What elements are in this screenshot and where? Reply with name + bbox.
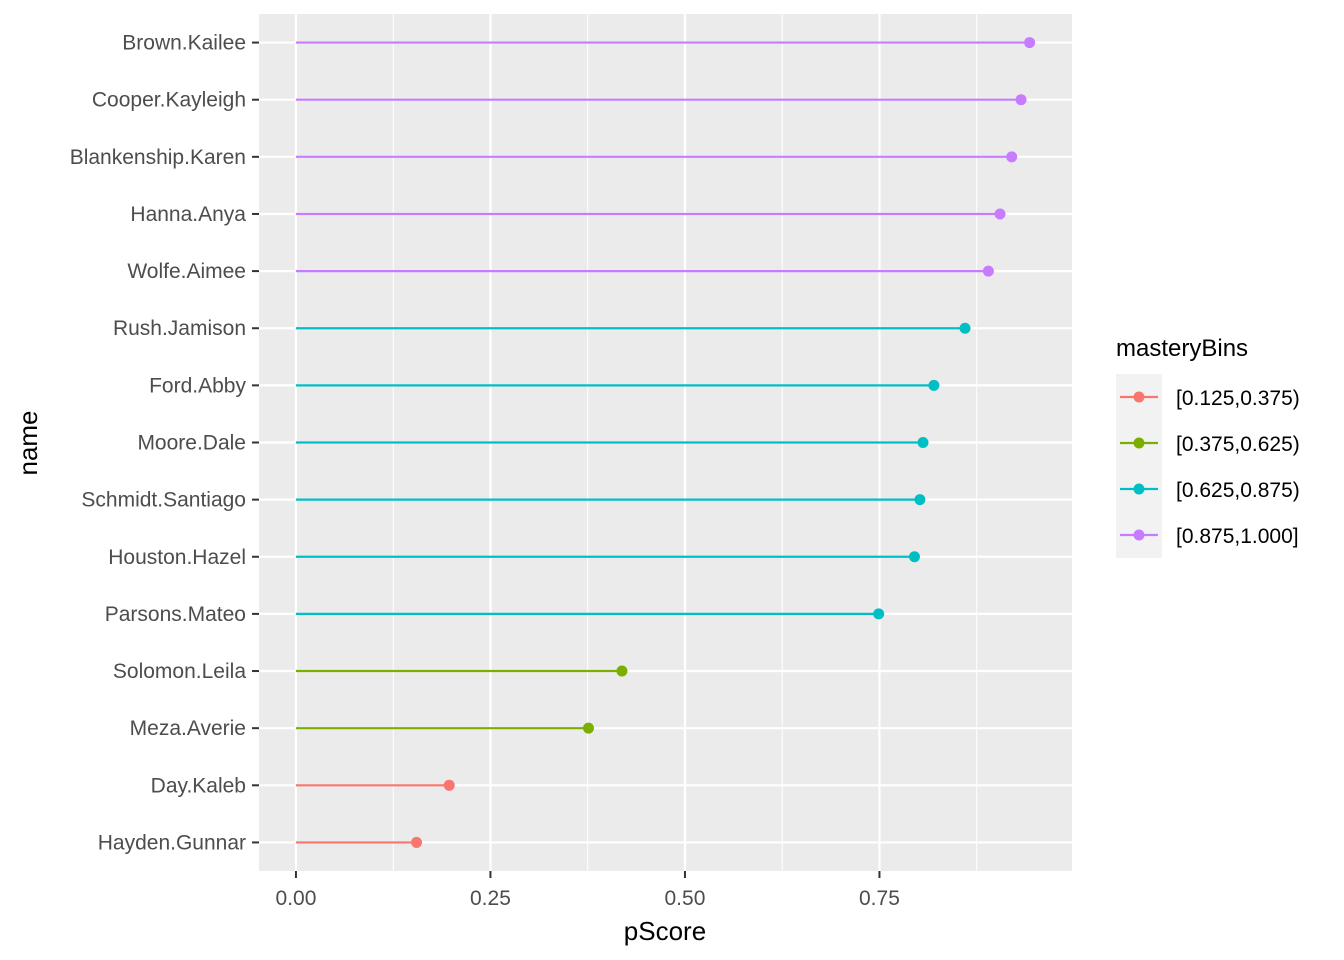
y-tick-label: Hanna.Anya <box>130 203 246 226</box>
x-tick-label: 0.50 <box>665 887 706 910</box>
legend-key-point <box>1133 391 1145 403</box>
legend-label: [0.625,0.875) <box>1176 479 1300 502</box>
lollipop-point <box>616 665 628 677</box>
y-tick-label: Ford.Abby <box>149 374 246 397</box>
y-axis: Brown.Kailee Cooper.Kayleigh Blankenship.K… <box>70 32 259 854</box>
legend-key-point <box>1133 437 1145 449</box>
y-tick-label: Rush.Jamison <box>113 317 246 340</box>
x-tick-label: 0.00 <box>276 887 317 910</box>
legend: masteryBins [0.125,0.375)[0.375,0.625)[0… <box>1116 335 1300 558</box>
legend-key-point <box>1133 529 1145 541</box>
y-tick-label: Brown.Kailee <box>122 32 246 55</box>
x-tick-label: 0.75 <box>859 887 900 910</box>
legend-label: [0.375,0.625) <box>1176 433 1300 456</box>
y-tick-label: Cooper.Kayleigh <box>92 89 246 112</box>
y-tick-label: Blankenship.Karen <box>70 146 246 169</box>
lollipop-point <box>928 379 940 391</box>
legend-label: [0.125,0.375) <box>1176 387 1300 410</box>
y-tick-label: Solomon.Leila <box>113 660 246 683</box>
legend-label: [0.875,1.000] <box>1176 525 1299 548</box>
x-tick-label: 0.25 <box>470 887 511 910</box>
lollipop-point <box>994 208 1006 220</box>
y-tick-label: Parsons.Mateo <box>105 603 246 626</box>
lollipop-point <box>443 779 455 791</box>
lollipop-point <box>1024 37 1036 49</box>
data-marks <box>295 37 1036 848</box>
y-tick-label: Hayden.Gunnar <box>98 831 246 854</box>
y-tick-label: Wolfe.Aimee <box>127 260 246 283</box>
x-axis-title: pScore <box>624 916 706 946</box>
lollipop-point <box>582 722 594 734</box>
y-tick-label: Houston.Hazel <box>108 546 246 569</box>
lollipop-point <box>873 608 885 620</box>
y-tick-label: Schmidt.Santiago <box>81 489 246 512</box>
lollipop-point <box>917 437 929 448</box>
legend-key-point <box>1133 483 1145 495</box>
x-axis: 0.00 0.25 0.50 0.75 <box>276 871 900 910</box>
legend-title: masteryBins <box>1116 335 1248 362</box>
y-tick-label: Day.Kaleb <box>151 774 246 797</box>
lollipop-point <box>982 265 994 277</box>
lollipop-point <box>914 494 926 506</box>
lollipop-point <box>1006 151 1018 163</box>
y-axis-title: name <box>13 410 43 475</box>
lollipop-point <box>1015 94 1027 106</box>
legend-entries: [0.125,0.375) [0.375,0.625) [0.625,0.875) [… <box>1116 374 1300 558</box>
y-tick-label: Moore.Dale <box>137 432 246 455</box>
lollipop-point <box>959 322 971 334</box>
lollipop-point <box>411 836 423 848</box>
lollipop-point <box>908 551 920 563</box>
y-tick-label: Meza.Averie <box>130 717 246 740</box>
